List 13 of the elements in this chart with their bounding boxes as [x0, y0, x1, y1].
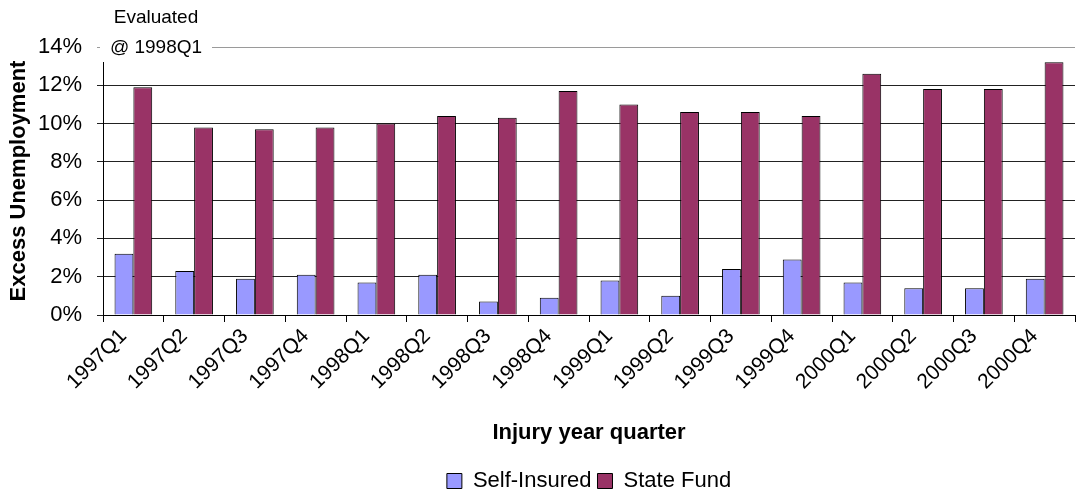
y-tick-label: 14%: [37, 33, 82, 59]
annotation: Evaluated @ 1998Q1: [100, 2, 212, 62]
y-tick-label: 12%: [37, 71, 82, 97]
y-tick-label: 4%: [50, 224, 82, 250]
legend-label: State Fund: [623, 467, 732, 492]
y-tick-label: 0%: [50, 301, 82, 327]
y-axis-title: Excess Unemployment: [5, 59, 31, 302]
y-tick-label: 2%: [50, 262, 82, 288]
y-tick-label: 10%: [37, 109, 82, 135]
y-tick-label: 8%: [50, 147, 82, 173]
y-tick-label: 6%: [50, 186, 82, 212]
x-axis-title: Injury year quarter: [492, 418, 687, 444]
legend-label: Self-Insured: [472, 467, 592, 492]
